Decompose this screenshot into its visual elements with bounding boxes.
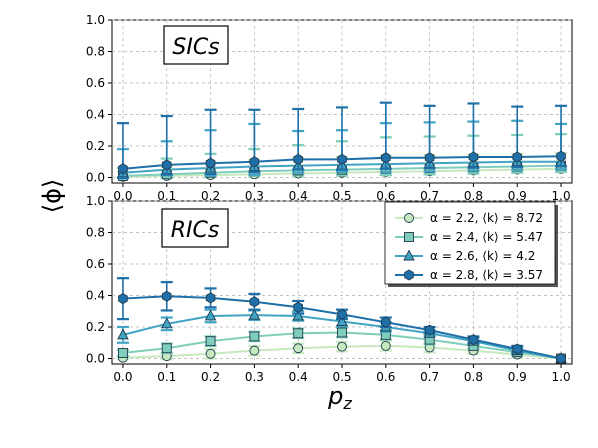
bottom-x-tick-label: 0.9 [508, 370, 527, 384]
top-y-tick-label: 0.6 [86, 76, 105, 90]
bottom-x-tick-label: 0.4 [289, 370, 308, 384]
legend-label: α = 2.8, ⟨k⟩ = 3.57 [430, 268, 543, 282]
bottom-y-tick-label: 0.4 [86, 288, 105, 302]
bottom-data-point [336, 315, 348, 326]
bottom-data-point [337, 341, 347, 352]
bottom-data-point [556, 352, 566, 365]
bottom-x-tick-label: 0.2 [201, 370, 220, 384]
bottom-x-tick-label: 0.6 [376, 370, 395, 384]
bottom-data-point [512, 343, 523, 355]
bottom-data-point [468, 334, 479, 346]
top-panel-label: SICs [163, 25, 229, 65]
legend-marker [404, 269, 414, 281]
bottom-data-point [118, 293, 128, 305]
top-x-tick-label: 1.0 [552, 189, 571, 203]
top-data-point [293, 153, 303, 165]
top-x-tick-label: 0.2 [201, 189, 220, 203]
top-y-tick-label: 0.8 [86, 44, 105, 58]
bottom-data-point [293, 343, 304, 354]
top-x-tick-label: 0.1 [157, 189, 176, 203]
bottom-data-point [337, 308, 347, 320]
bottom-x-tick-label: 0.8 [464, 370, 483, 384]
bottom-x-tick-label: 0.1 [157, 370, 176, 384]
bottom-data-point [117, 328, 129, 340]
bottom-data-point [249, 296, 260, 308]
top-x-tick-label: 0.7 [420, 189, 439, 203]
x-axis-title-sub: z [342, 394, 352, 413]
top-data-point [424, 152, 435, 164]
bottom-data-point [118, 348, 128, 358]
legend-marker [403, 249, 415, 261]
legend-marker [404, 213, 414, 223]
bottom-data-point [249, 331, 260, 342]
bottom-x-tick-label: 1.0 [552, 370, 571, 384]
top-x-tick-label: 0.6 [376, 189, 395, 203]
bottom-x-tick-label: 0.7 [420, 370, 439, 384]
bottom-series-3 [116, 277, 566, 365]
bottom-data-point [161, 343, 172, 354]
top-x-tick-label: 0.5 [332, 189, 351, 203]
top-data-point [161, 159, 172, 171]
bottom-data-point [293, 328, 304, 339]
bottom-data-point [337, 327, 347, 338]
bottom-series-1 [116, 326, 566, 364]
bottom-data-point [161, 290, 172, 302]
legend-label: α = 2.2, ⟨k⟩ = 8.72 [430, 211, 543, 225]
top-y-tick-label: 0.0 [86, 170, 105, 184]
top-x-tick-label: 0.4 [289, 189, 308, 203]
top-y-tick-label: 0.2 [86, 139, 105, 153]
bottom-y-tick-label: 0.6 [86, 257, 105, 271]
top-x-tick-label: 0.3 [245, 189, 264, 203]
top-panel-label-box [163, 25, 229, 65]
top-panel-label-text: SICs [172, 35, 219, 60]
top-data-point [512, 151, 523, 163]
bottom-data-point [249, 345, 260, 356]
bottom-x-tick-label: 0.5 [332, 370, 351, 384]
top-series-3 [116, 101, 568, 180]
legend-marker [404, 232, 414, 242]
bottom-y-tick-label: 0.2 [86, 320, 105, 334]
bottom-x-tick-label: 0.0 [113, 370, 132, 384]
top-x-tick-label: 0.0 [113, 189, 132, 203]
bottom-data-point [205, 348, 216, 359]
top-x-tick-label: 0.8 [464, 189, 483, 203]
bottom-x-tick-label: 0.3 [245, 370, 264, 384]
bottom-data-point [293, 301, 303, 313]
bottom-data-point [380, 340, 391, 351]
bottom-panel-label-box [161, 208, 229, 248]
legend-label: α = 2.6, ⟨k⟩ = 4.2 [430, 249, 535, 263]
bottom-data-point [204, 309, 217, 321]
x-axis-title: pz [327, 382, 352, 413]
top-data-point [118, 163, 128, 175]
top-data-point [556, 150, 566, 162]
top-panel: 0.0 0.2 0.4 0.6 0.8 1.0 0.0 0.1 0.2 0.3 0.4 0.5 0.6 0… [86, 13, 573, 203]
top-data-point [249, 156, 260, 168]
bottom-data-point [292, 309, 304, 321]
top-y-tick-label: 0.4 [86, 107, 105, 121]
bottom-data-point [381, 316, 391, 328]
bottom-y-tick-label: 1.0 [86, 194, 105, 208]
top-y-tick-label: 1.0 [86, 13, 105, 27]
x-axis-title-main: p [327, 382, 343, 410]
top-data-point [337, 153, 347, 165]
bottom-data-point [161, 317, 173, 329]
bottom-y-tick-label: 0.0 [86, 351, 105, 365]
y-axis-title: ⟨ϕ⟩ [38, 179, 66, 214]
bottom-data-point [205, 292, 216, 304]
bottom-data-point [424, 324, 435, 336]
top-data-point [381, 152, 391, 164]
top-data-point [468, 151, 479, 163]
bottom-data-point [248, 308, 261, 320]
legend-label: α = 2.4, ⟨k⟩ = 5.47 [430, 230, 543, 244]
legend: α = 2.2, ⟨k⟩ = 8.72 α = 2.4, ⟨k⟩ = 5.47 α … [384, 201, 558, 287]
bottom-panel-label: RICs [161, 208, 229, 248]
bottom-panel-label-text: RICs [171, 218, 220, 243]
top-data-point [205, 157, 216, 169]
bottom-data-point [205, 336, 216, 347]
bottom-y-tick-label: 0.8 [86, 225, 105, 239]
top-x-tick-label: 0.9 [508, 189, 527, 203]
